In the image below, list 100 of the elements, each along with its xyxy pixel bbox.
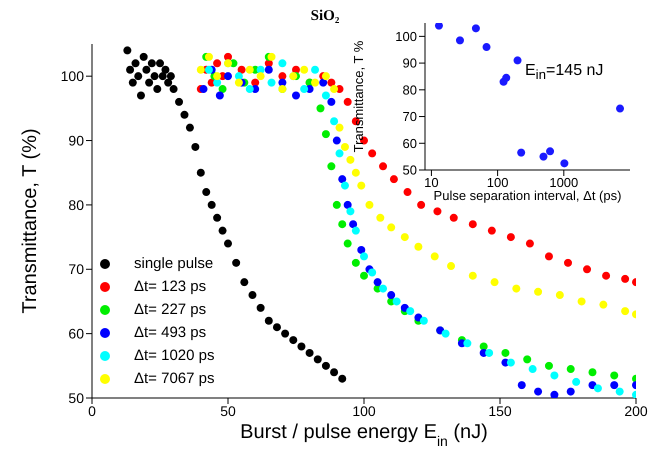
- point: [346, 156, 354, 164]
- point: [327, 78, 336, 87]
- point: [550, 371, 558, 380]
- point: [248, 291, 256, 300]
- point: [599, 300, 608, 309]
- point: [544, 362, 553, 370]
- point: [344, 240, 352, 248]
- point: [268, 52, 276, 61]
- point: [268, 78, 276, 87]
- legend-label: Δt= 123 ps: [134, 278, 206, 295]
- point: [264, 66, 273, 74]
- y-tick-label: 80: [402, 82, 417, 98]
- x-tick-label: 150: [488, 402, 512, 419]
- point: [327, 98, 336, 106]
- y-tick-label: 60: [68, 326, 84, 342]
- point: [128, 78, 137, 87]
- point: [256, 72, 265, 80]
- point: [278, 72, 286, 80]
- point: [442, 330, 450, 338]
- y-tick-label: 90: [402, 56, 417, 71]
- point: [357, 246, 366, 254]
- point: [344, 98, 352, 106]
- point: [550, 390, 558, 398]
- y-tick-label: 70: [68, 261, 84, 278]
- y-tick-label: 100: [60, 68, 84, 84]
- point: [314, 355, 322, 364]
- point: [289, 336, 298, 344]
- point: [433, 207, 442, 216]
- point: [332, 136, 341, 145]
- point: [213, 59, 222, 68]
- point: [150, 72, 159, 80]
- point: [357, 182, 366, 190]
- point: [140, 52, 148, 61]
- point: [490, 278, 499, 286]
- point: [292, 91, 300, 100]
- point: [166, 72, 175, 80]
- point: [512, 284, 520, 293]
- point: [213, 214, 222, 222]
- point: [297, 342, 306, 351]
- point: [316, 104, 324, 112]
- point: [158, 72, 167, 80]
- point: [330, 85, 338, 94]
- point: [349, 220, 358, 228]
- y-tick-label: 70: [402, 109, 417, 124]
- point: [234, 78, 243, 87]
- point: [300, 66, 308, 74]
- point: [528, 365, 537, 374]
- point: [420, 316, 428, 325]
- point: [417, 200, 426, 209]
- x-tick-label: 0: [88, 402, 96, 419]
- point: [406, 307, 414, 316]
- legend-label: Δt= 493 ps: [134, 324, 206, 341]
- point: [180, 110, 188, 119]
- y-tick-label: 60: [402, 136, 417, 151]
- point: [161, 66, 170, 74]
- point: [164, 78, 172, 87]
- point: [621, 274, 630, 283]
- point: [468, 220, 477, 228]
- point: [506, 358, 515, 367]
- point: [352, 168, 360, 177]
- point: [322, 130, 330, 138]
- point: [208, 200, 216, 209]
- point: [281, 330, 290, 338]
- point: [218, 226, 227, 235]
- y-tick-label: 50: [68, 390, 84, 406]
- point: [330, 368, 338, 376]
- point: [616, 388, 624, 396]
- point: [566, 365, 575, 374]
- point: [376, 214, 384, 222]
- point: [191, 142, 200, 151]
- point: [566, 388, 575, 396]
- x-axis-title: Pulse separation interval, Δt (ps): [434, 188, 622, 203]
- point: [360, 272, 368, 280]
- point: [583, 265, 592, 274]
- point: [400, 233, 409, 242]
- point: [246, 66, 254, 74]
- point: [340, 182, 349, 190]
- point: [196, 168, 205, 177]
- point: [463, 339, 472, 348]
- point: [213, 72, 222, 80]
- point: [175, 98, 184, 106]
- y-tick-label: 80: [68, 196, 84, 213]
- point: [238, 66, 246, 74]
- point: [564, 258, 572, 267]
- point: [336, 149, 344, 158]
- point: [311, 78, 320, 87]
- point: [196, 66, 205, 74]
- point: [379, 284, 388, 293]
- legend-label: Δt= 7067 ps: [134, 370, 214, 387]
- point: [468, 272, 477, 280]
- point: [216, 91, 224, 100]
- point: [332, 200, 341, 209]
- point: [368, 149, 376, 158]
- point: [572, 378, 580, 386]
- point: [134, 72, 142, 80]
- point: [523, 355, 532, 364]
- point: [148, 59, 156, 68]
- y-axis-title: Transmittance, T %: [351, 40, 366, 152]
- point: [447, 262, 456, 270]
- point: [126, 66, 134, 74]
